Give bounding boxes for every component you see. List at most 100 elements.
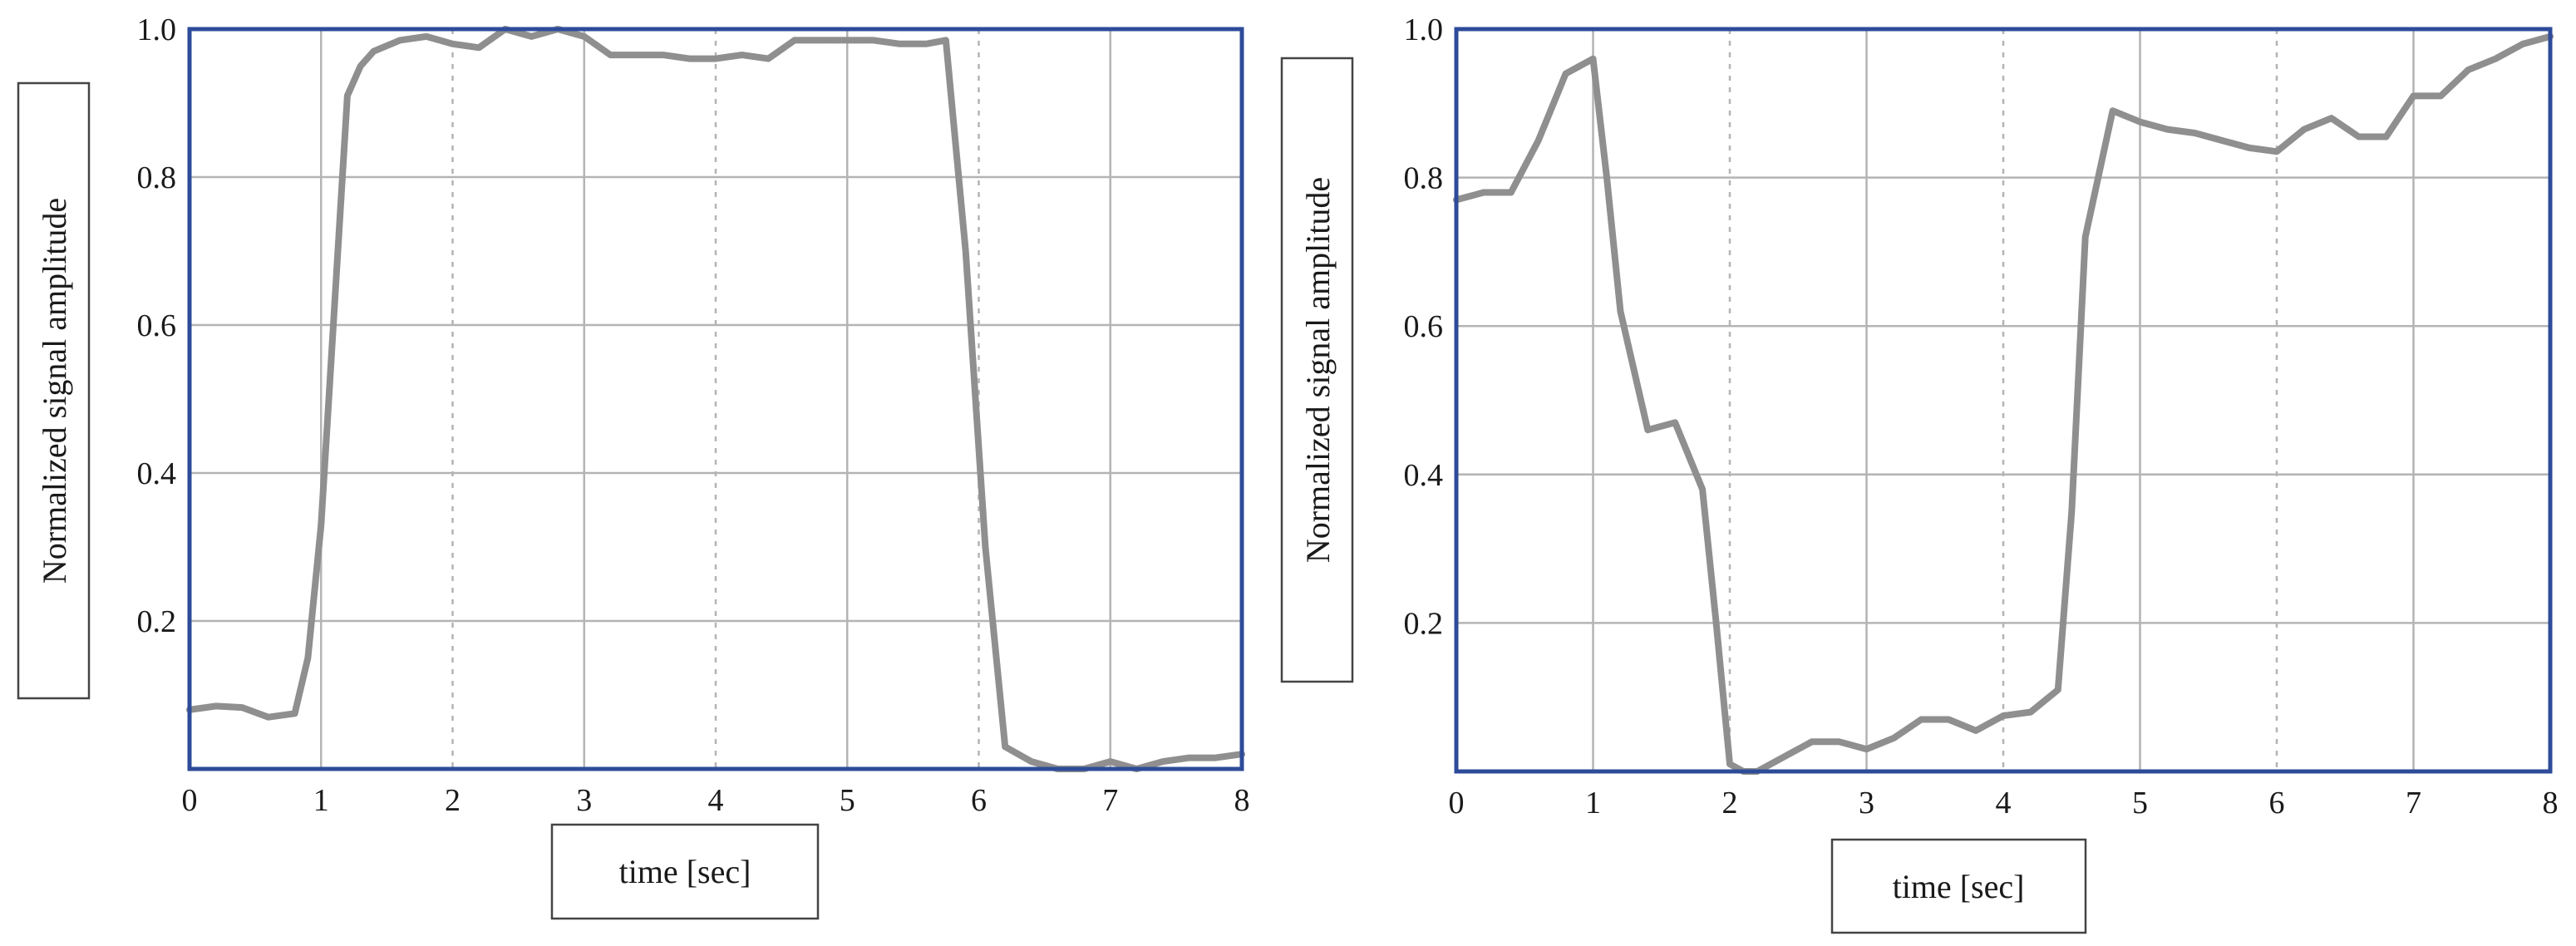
left-data-point: [292, 710, 298, 717]
left-grid: [190, 29, 1242, 769]
left-data-point: [1107, 758, 1114, 765]
right-x-tick-label: 7: [2406, 786, 2421, 820]
left-xlabel-box: time [sec]: [550, 823, 820, 920]
left-x-tick-label: 0: [182, 783, 198, 818]
right-data-point: [1672, 419, 1678, 426]
left-ylabel: Normalized signal amplitude: [36, 198, 73, 584]
left-data-point: [529, 33, 534, 40]
right-data-point: [2191, 130, 2198, 136]
right-data-point: [1617, 308, 1623, 314]
right-x-tick-label: 4: [1996, 786, 2012, 820]
right-plot-frame: [1454, 27, 2553, 774]
right-ylabel-box: Normalized signal amplitude: [1280, 57, 1354, 683]
right-data-point: [2219, 137, 2225, 144]
left-data-point: [844, 37, 850, 43]
left-data-point: [213, 702, 219, 709]
left-x-tick-label: 7: [1102, 783, 1118, 818]
left-tick-labels: 0 1 2 3 4 5 6 7 8 0.2 0.4 0.6 0.8 1.0: [137, 12, 1250, 818]
right-data-point: [2356, 134, 2362, 140]
left-x-tick-label: 1: [313, 783, 329, 818]
left-xlabel: time [sec]: [619, 853, 751, 890]
left-y-tick-label: 0.4: [137, 456, 177, 491]
right-tick-labels: 0 1 2 3 4 5 6 7 8 0.2 0.4 0.6 0.8 1.0: [1404, 12, 2559, 820]
left-data-point: [712, 56, 719, 62]
right-data-point: [1726, 761, 1733, 767]
right-data-point: [1809, 738, 1815, 745]
left-data-point: [1212, 755, 1219, 761]
left-data-point: [239, 704, 245, 711]
right-data-point: [1508, 190, 1515, 195]
right-data-point: [1480, 190, 1487, 195]
left-data-point: [982, 544, 988, 550]
right-data-point: [1864, 746, 1869, 752]
right-data-point: [2068, 509, 2075, 515]
left-data-point: [1002, 743, 1008, 750]
right-x-tick-label: 3: [1859, 786, 1874, 820]
right-data-point: [1781, 753, 1788, 760]
right-grid: [1456, 29, 2550, 771]
right-x-tick-label: 1: [1585, 786, 1601, 820]
right-series: [1453, 32, 2554, 775]
left-data-point: [265, 714, 272, 721]
left-data-point: [357, 63, 364, 69]
right-data-point: [1836, 738, 1843, 745]
right-data-point: [1973, 727, 1979, 734]
right-data-point: [2055, 687, 2061, 693]
left-y-tick-label: 1.0: [137, 12, 177, 47]
left-chart: 0 1 2 3 4 5 6 7 8 0.2 0.4 0.6 0.8 1.0 Normalized sign…: [17, 12, 1250, 920]
left-data-point: [897, 41, 904, 47]
left-data-point: [633, 52, 640, 58]
left-data-point: [607, 52, 613, 58]
left-data-point: [344, 92, 351, 99]
right-data-point: [1713, 619, 1720, 626]
left-data-point: [818, 37, 825, 43]
left-data-point: [686, 56, 692, 62]
right-y-tick-label: 1.0: [1404, 12, 1444, 47]
right-data-point: [1563, 71, 1569, 77]
right-data-point: [1576, 63, 1583, 70]
right-ylabel: Normalized signal amplitude: [1299, 177, 1337, 563]
right-x-tick-label: 0: [1449, 786, 1465, 820]
right-y-tick-label: 0.8: [1404, 161, 1444, 196]
left-x-tick-label: 6: [971, 783, 987, 818]
right-data-point: [1644, 426, 1651, 433]
left-data-point: [791, 37, 798, 43]
right-x-tick-label: 8: [2543, 786, 2559, 820]
right-data-point: [2137, 119, 2143, 126]
left-data-point: [739, 52, 746, 58]
left-data-point: [396, 37, 403, 43]
left-x-tick-label: 8: [1234, 783, 1250, 818]
right-data-point: [2082, 234, 2089, 240]
right-data-point: [2519, 41, 2526, 47]
right-xlabel: time [sec]: [1893, 868, 2025, 905]
left-data-point: [304, 655, 311, 661]
left-x-tick-label: 3: [576, 783, 592, 818]
left-data-point: [581, 33, 588, 40]
right-series-line: [1453, 32, 2554, 775]
right-x-tick-label: 2: [1722, 786, 1738, 820]
right-data-point: [1890, 735, 1897, 742]
left-data-point: [660, 52, 667, 58]
right-data-point: [2164, 126, 2170, 133]
right-data-point: [1945, 717, 1952, 722]
right-data-point: [2301, 126, 2308, 133]
left-data-point: [943, 37, 949, 43]
right-data-point: [1918, 717, 1924, 722]
left-data-point: [1028, 758, 1035, 765]
right-data-point: [2000, 712, 2007, 719]
right-x-tick-label: 6: [2269, 786, 2285, 820]
right-data-point: [2246, 145, 2253, 151]
right-data-point: [2027, 709, 2034, 716]
left-data-point: [870, 37, 877, 43]
right-xlabel-box: time [sec]: [1830, 838, 2087, 934]
left-data-point: [765, 56, 771, 62]
left-data-point: [371, 48, 377, 55]
right-data-point: [1590, 56, 1596, 62]
left-data-point: [331, 307, 337, 313]
right-x-tick-label: 5: [2132, 786, 2148, 820]
right-chart: 0 1 2 3 4 5 6 7 8 0.2 0.4 0.6 0.8 1.0 Normalized sign…: [1280, 12, 2559, 934]
left-y-tick-label: 0.8: [137, 160, 177, 195]
right-data-point: [1535, 137, 1542, 144]
right-data-point: [2383, 134, 2390, 140]
right-data-point: [2492, 56, 2499, 62]
